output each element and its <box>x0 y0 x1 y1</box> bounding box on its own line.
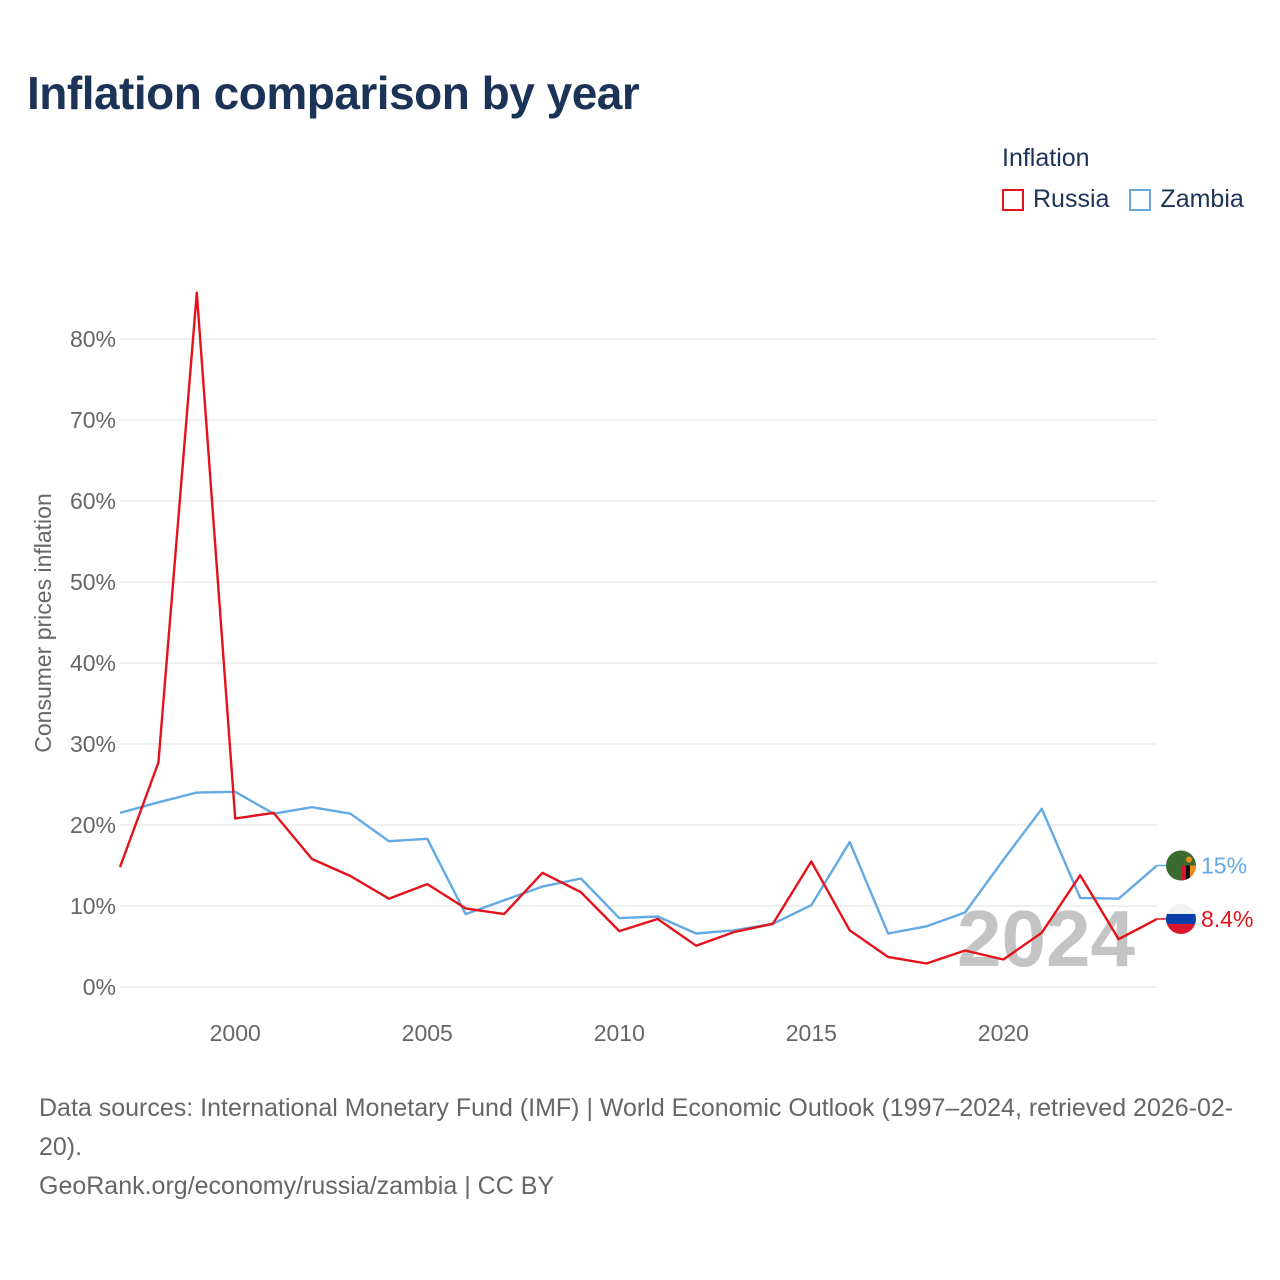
x-tick-labels: 2000 2005 2010 2015 2020 <box>210 1020 1029 1046</box>
data-point-russia[interactable] <box>309 856 315 862</box>
x-tick-label: 2015 <box>786 1020 837 1046</box>
data-point-zambia[interactable] <box>962 909 968 915</box>
end-value-label-russia: 8.4% <box>1201 906 1253 932</box>
zambia-flag-icon <box>1166 850 1196 881</box>
chart-title: Inflation comparison by year <box>27 67 640 119</box>
y-tick-labels: 0% 10% 20% 30% 40% 50% 60% 70% 80% <box>70 326 116 1000</box>
data-point-zambia[interactable] <box>924 923 930 929</box>
data-point-zambia[interactable] <box>616 915 622 921</box>
legend-title: Inflation <box>1002 144 1090 172</box>
data-point-russia[interactable] <box>539 870 545 876</box>
legend-label-russia: Russia <box>1033 185 1110 213</box>
data-point-zambia[interactable] <box>347 811 353 817</box>
data-point-zambia[interactable] <box>386 838 392 844</box>
line-chart: 0%10%20%30%40%50%60%70%80% 2000 2005 2010 2… <box>30 290 1253 1046</box>
data-point-russia[interactable] <box>693 943 699 949</box>
x-tick-label: 2005 <box>402 1020 453 1046</box>
data-point-russia[interactable] <box>1077 872 1083 878</box>
credit-link[interactable]: GeoRank.org/economy/russia/zambia | CC B… <box>39 1172 555 1200</box>
data-point-russia[interactable] <box>655 916 661 922</box>
russia-flag-icon <box>1166 903 1196 934</box>
data-point-zambia[interactable] <box>885 931 891 937</box>
x-tick-label: 2010 <box>594 1020 645 1046</box>
series-layer: 15% 8.4% <box>117 290 1253 967</box>
data-point-russia[interactable] <box>847 927 853 933</box>
data-point-russia[interactable] <box>1116 936 1122 942</box>
grid-layer <box>120 338 1157 988</box>
y-tick-label: 70% <box>70 407 116 433</box>
data-point-russia[interactable] <box>194 290 200 296</box>
data-point-russia[interactable] <box>885 954 891 960</box>
data-point-russia[interactable] <box>924 961 930 967</box>
y-tick-label: 40% <box>70 650 116 676</box>
data-point-russia[interactable] <box>463 905 469 911</box>
footer: Data sources: International Monetary Fun… <box>39 1089 1249 1206</box>
data-point-zambia[interactable] <box>539 884 545 890</box>
legend-swatch-zambia <box>1129 188 1152 211</box>
data-point-russia[interactable] <box>347 873 353 879</box>
y-tick-label: 0% <box>83 974 116 1000</box>
data-point-russia[interactable] <box>770 921 776 927</box>
data-point-zambia[interactable] <box>1000 857 1006 863</box>
x-tick-label: 2020 <box>978 1020 1029 1046</box>
y-tick-label: 20% <box>70 812 116 838</box>
data-point-russia[interactable] <box>232 816 238 822</box>
data-point-russia[interactable] <box>1000 956 1006 962</box>
data-point-zambia[interactable] <box>155 799 161 805</box>
legend: Inflation Russia Zambia <box>1002 144 1244 214</box>
data-point-russia[interactable] <box>117 864 123 870</box>
data-point-zambia[interactable] <box>194 790 200 796</box>
data-point-zambia[interactable] <box>808 902 814 908</box>
data-point-zambia[interactable] <box>847 839 853 845</box>
data-point-russia[interactable] <box>1039 930 1045 936</box>
data-point-zambia[interactable] <box>117 810 123 816</box>
data-point-russia[interactable] <box>578 889 584 895</box>
end-value-label-zambia: 15% <box>1201 853 1247 879</box>
y-tick-label: 30% <box>70 731 116 757</box>
y-tick-label: 50% <box>70 569 116 595</box>
data-point-russia[interactable] <box>962 948 968 954</box>
y-tick-label: 60% <box>70 488 116 514</box>
data-point-russia[interactable] <box>271 810 277 816</box>
y-axis-label: Consumer prices inflation <box>30 493 56 753</box>
y-tick-label: 80% <box>70 326 116 352</box>
data-point-zambia[interactable] <box>309 804 315 810</box>
data-point-zambia[interactable] <box>1039 806 1045 812</box>
data-point-zambia[interactable] <box>424 836 430 842</box>
data-point-russia[interactable] <box>501 911 507 917</box>
data-point-zambia[interactable] <box>693 931 699 937</box>
legend-label-zambia: Zambia <box>1160 185 1244 213</box>
data-point-russia[interactable] <box>732 929 738 935</box>
legend-item-russia[interactable]: Russia <box>1002 185 1109 214</box>
x-tick-label: 2000 <box>210 1020 261 1046</box>
data-point-russia[interactable] <box>808 858 814 864</box>
series-line-russia[interactable] <box>118 291 1158 965</box>
data-point-zambia[interactable] <box>1077 895 1083 901</box>
data-point-russia[interactable] <box>155 760 161 766</box>
data-point-zambia[interactable] <box>463 911 469 917</box>
series-line-zambia[interactable] <box>119 790 1158 935</box>
y-tick-label: 10% <box>70 893 116 919</box>
data-point-zambia[interactable] <box>501 897 507 903</box>
data-point-zambia[interactable] <box>578 875 584 881</box>
legend-swatch-russia <box>1002 188 1024 211</box>
year-watermark: 2024 <box>957 894 1135 983</box>
legend-item-zambia[interactable]: Zambia <box>1129 185 1244 214</box>
data-point-russia[interactable] <box>424 881 430 887</box>
data-point-zambia[interactable] <box>1116 896 1122 902</box>
data-point-russia[interactable] <box>386 896 392 902</box>
data-sources: Data sources: International Monetary Fun… <box>39 1094 1234 1161</box>
data-point-russia[interactable] <box>616 928 622 934</box>
